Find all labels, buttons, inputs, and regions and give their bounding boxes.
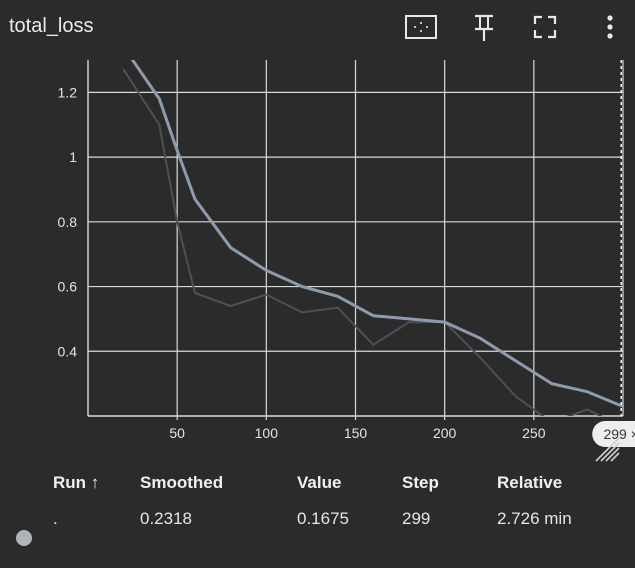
x-tick-label: 50 <box>169 425 185 441</box>
pin-icon <box>475 14 493 41</box>
more-options-button[interactable] <box>593 10 627 44</box>
smoothed-series-line <box>131 60 623 408</box>
y-tick-label: 0.6 <box>58 279 78 295</box>
hover-layer: 299 × <box>592 60 635 447</box>
x-tick-label: 150 <box>344 425 368 441</box>
fullscreen-icon <box>533 15 557 39</box>
pin-button[interactable] <box>467 10 501 44</box>
y-tick-label: 1.2 <box>58 84 78 100</box>
hover-step-chip <box>592 421 635 447</box>
header-value[interactable]: Value <box>297 473 342 492</box>
fit-domain-button[interactable] <box>404 10 438 44</box>
cell-smoothed: 0.2318 <box>140 509 192 528</box>
x-tick-label: 200 <box>433 425 457 441</box>
cell-run: . <box>53 509 58 528</box>
y-tick-label: 1 <box>69 149 77 165</box>
data-table: Run ↑ Smoothed Value Step Relative . 0.2… <box>0 466 635 568</box>
hover-step-label: 299 × <box>603 426 635 442</box>
chart-series <box>122 60 623 416</box>
header-step[interactable]: Step <box>402 473 439 492</box>
chart-grid <box>87 60 624 420</box>
resize-handle[interactable] <box>595 437 620 462</box>
cell-step: 299 <box>402 509 431 528</box>
header-relative[interactable]: Relative <box>497 473 563 492</box>
x-tick-label: 250 <box>522 425 546 441</box>
x-tick-label: 100 <box>255 425 279 441</box>
cell-value: 0.1675 <box>297 509 349 528</box>
y-tick-label: 0.4 <box>58 343 78 359</box>
header-run[interactable]: Run ↑ <box>53 473 100 492</box>
card-title: total_loss <box>9 15 94 37</box>
more-vert-icon <box>607 15 613 39</box>
run-color-dot <box>16 530 32 546</box>
fit-domain-icon <box>405 15 437 39</box>
header-smoothed[interactable]: Smoothed <box>140 473 224 492</box>
chart-ticks: 50 100 150 200 250 0.4 0.6 0.8 1 1.2 <box>58 84 546 441</box>
cell-relative: 2.726 min <box>497 509 572 528</box>
line-chart[interactable]: 299 × 50 100 150 200 250 0.4 0.6 0.8 1 1.2 <box>0 56 635 466</box>
fullscreen-button[interactable] <box>528 10 562 44</box>
raw-series-line <box>122 68 603 416</box>
card-header: total_loss <box>0 0 635 56</box>
y-tick-label: 0.8 <box>58 214 78 230</box>
